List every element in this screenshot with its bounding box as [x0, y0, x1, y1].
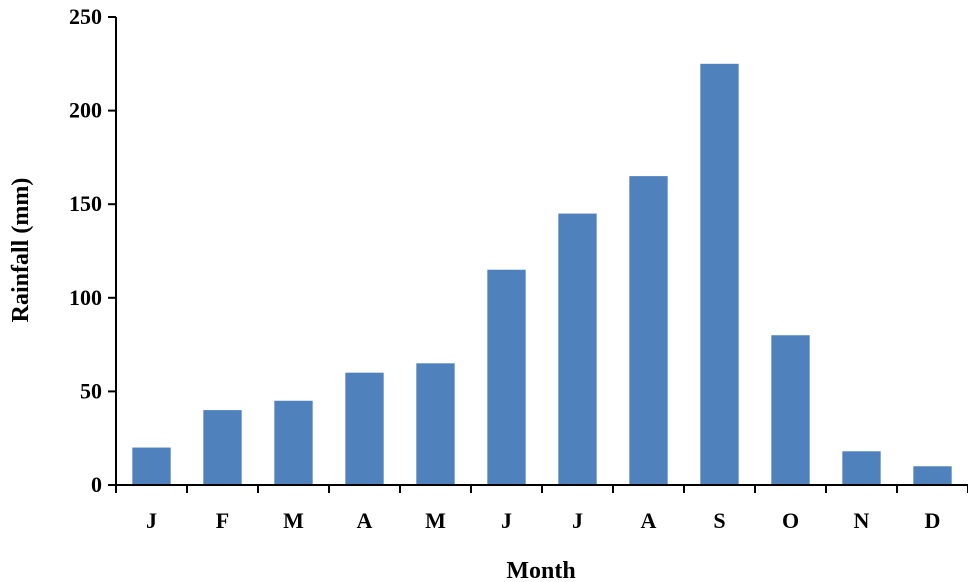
bars-group: [132, 63, 952, 486]
bar-2: [203, 410, 242, 485]
bar-5: [416, 363, 455, 485]
x-tick-label: N: [854, 508, 870, 533]
bar-12: [913, 466, 952, 485]
x-tick-label: A: [357, 508, 373, 533]
x-tick-label: J: [501, 508, 512, 533]
y-tick-label: 250: [69, 4, 102, 29]
x-tick-label: A: [641, 508, 657, 533]
bar-9: [700, 63, 739, 486]
bar-6: [487, 269, 526, 485]
y-tick-label: 150: [69, 191, 102, 216]
y-tick-label: 100: [69, 285, 102, 310]
x-axis-title: Month: [506, 558, 575, 582]
y-axis: 0 50 100 150 200 250: [69, 4, 117, 497]
bar-4: [345, 372, 384, 485]
y-tick-label: 200: [69, 98, 102, 123]
y-tick-label: 0: [91, 472, 102, 497]
bar-7: [558, 213, 597, 485]
bar-10: [771, 335, 810, 485]
bar-8: [629, 176, 668, 485]
x-tick-label: J: [572, 508, 583, 533]
x-tick-label: M: [283, 508, 304, 533]
y-axis-title: Rainfall (mm): [8, 178, 34, 323]
bar-3: [274, 400, 313, 485]
x-tick-label: D: [925, 508, 941, 533]
y-tick-label: 50: [80, 378, 102, 403]
x-tick-label: J: [146, 508, 157, 533]
x-tick-label: S: [713, 508, 725, 533]
x-tick-label: O: [782, 508, 799, 533]
bar-11: [842, 451, 881, 485]
x-tick-label: M: [425, 508, 446, 533]
x-tick-label: F: [216, 508, 229, 533]
bar-1: [132, 447, 171, 485]
